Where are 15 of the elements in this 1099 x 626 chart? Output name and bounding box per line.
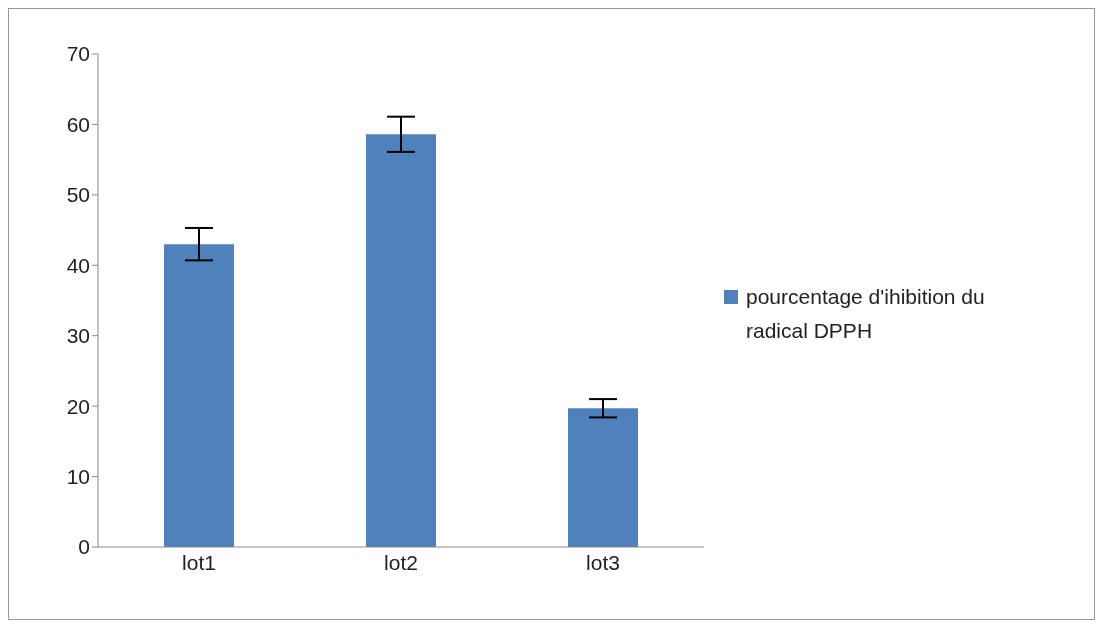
y-tick-label: 60 (66, 112, 90, 136)
y-tick-label: 0 (78, 535, 90, 559)
bar (164, 244, 234, 547)
legend-label: pourcentage d'ihibition du radical DPPH (746, 284, 986, 344)
x-tick-label: lot3 (586, 550, 620, 574)
bar (568, 408, 638, 547)
y-tick-label: 20 (66, 394, 90, 418)
y-tick-label: 50 (66, 183, 90, 207)
y-tick-label: 10 (66, 465, 90, 489)
y-tick-label: 30 (66, 324, 90, 348)
x-tick-label: lot2 (384, 550, 418, 574)
x-tick-label: lot1 (182, 550, 216, 574)
bar (366, 134, 436, 547)
y-tick-label: 40 (66, 253, 90, 277)
y-tick-label: 70 (66, 42, 90, 66)
